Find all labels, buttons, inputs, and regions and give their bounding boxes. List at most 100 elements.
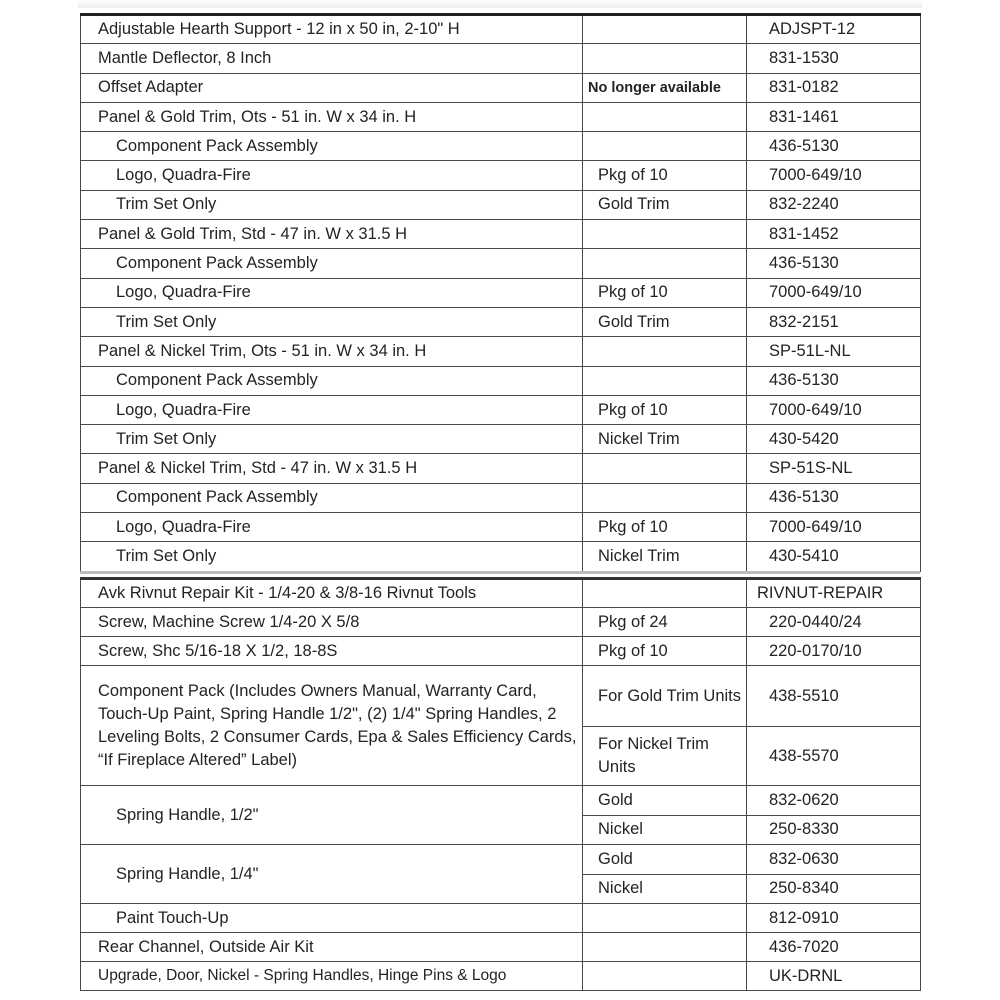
table-row: Nickel 250-8330: [81, 814, 921, 845]
item-description: Spring Handle, 1/2": [80, 785, 583, 845]
part-number: 438-5570: [746, 726, 921, 786]
part-number: UK-DRNL: [746, 961, 921, 991]
item-description: Avk Rivnut Repair Kit - 1/4-20 & 3/8-16 …: [80, 578, 583, 608]
item-note: Nickel Trim: [582, 541, 747, 572]
part-number: 832-2151: [746, 306, 921, 338]
item-description: Panel & Nickel Trim, Std - 47 in. W x 31…: [80, 453, 583, 484]
item-description: Panel & Gold Trim, Std - 47 in. W x 31.5…: [80, 219, 583, 250]
page-top-edge: [78, 0, 922, 8]
item-note: For Nickel Trim Units: [582, 726, 747, 786]
item-description: Offset Adapter: [80, 72, 583, 103]
part-number: 7000-649/10: [746, 160, 921, 191]
table-row: Mantle Deflector, 8 Inch 831-1530: [80, 43, 921, 74]
table-row: Offset Adapter No longer available 831-018…: [80, 72, 921, 103]
item-description: Trim Set Only: [80, 189, 583, 221]
item-note: [582, 43, 747, 74]
table-row: Paint Touch-Up 812-0910: [80, 903, 921, 933]
part-number: SP-51L-NL: [746, 336, 921, 367]
table-row: Component Pack Assembly 436-5130: [80, 248, 921, 279]
item-note: Pkg of 24: [582, 607, 747, 637]
part-number: 832-0620: [746, 785, 921, 816]
table-row: Avk Rivnut Repair Kit - 1/4-20 & 3/8-16 …: [80, 578, 921, 608]
item-description: Mantle Deflector, 8 Inch: [80, 43, 583, 74]
item-note: Gold Trim: [582, 189, 747, 221]
item-note: [582, 453, 747, 484]
item-description: Screw, Machine Screw 1/4-20 X 5/8: [80, 607, 583, 637]
table-row: Panel & Gold Trim, Ots - 51 in. W x 34 i…: [80, 101, 921, 133]
section-divider: [80, 571, 920, 574]
item-note: [582, 961, 747, 991]
table-row: Trim Set Only Gold Trim 832-2240: [80, 189, 921, 221]
table-row: Component Pack Assembly 436-5130: [80, 131, 921, 162]
part-number: 831-0182: [746, 72, 921, 103]
item-description: Logo, Quadra-Fire: [80, 160, 583, 191]
part-number: 430-5410: [746, 541, 921, 572]
item-description: Logo, Quadra-Fire: [80, 277, 583, 308]
item-note: Pkg of 10: [582, 277, 747, 308]
item-description: Paint Touch-Up: [80, 903, 583, 933]
item-note: Gold Trim: [582, 306, 747, 338]
table-row: Logo, Quadra-Fire Pkg of 10 7000-649/10: [80, 277, 921, 308]
part-number: RIVNUT-REPAIR: [746, 578, 921, 608]
item-note: Pkg of 10: [582, 512, 747, 543]
part-number: 831-1461: [746, 101, 921, 133]
item-note: [582, 336, 747, 367]
item-description: Component Pack (Includes Owners Manual, …: [80, 665, 583, 786]
parts-table-section-2: Avk Rivnut Repair Kit - 1/4-20 & 3/8-16 …: [80, 577, 921, 991]
item-note: Pkg of 10: [582, 160, 747, 191]
item-note: [582, 131, 747, 162]
item-description: Panel & Nickel Trim, Ots - 51 in. W x 34…: [80, 336, 583, 367]
table-row: Logo, Quadra-Fire Pkg of 10 7000-649/10: [80, 160, 921, 191]
item-description: Trim Set Only: [80, 424, 583, 455]
item-description: Rear Channel, Outside Air Kit: [80, 932, 583, 962]
part-number: 812-0910: [746, 903, 921, 933]
part-number: 7000-649/10: [746, 277, 921, 308]
item-note: [582, 248, 747, 279]
item-note: For Gold Trim Units: [582, 665, 747, 727]
part-number: 430-5420: [746, 424, 921, 455]
table-row: Component Pack (Includes Owners Manual, …: [80, 665, 921, 786]
item-description: Trim Set Only: [80, 306, 583, 338]
table-row: Component Pack Assembly 436-5130: [80, 482, 921, 514]
item-note: Nickel Trim: [582, 424, 747, 455]
item-note: [582, 578, 747, 608]
item-note: Nickel: [582, 873, 747, 904]
item-description: Panel & Gold Trim, Ots - 51 in. W x 34 i…: [80, 101, 583, 133]
table-row: Component Pack Assembly 436-5130: [80, 365, 921, 396]
table-row: Panel & Gold Trim, Std - 47 in. W x 31.5…: [80, 219, 921, 250]
item-note: Gold: [582, 785, 747, 816]
item-description: Screw, Shc 5/16-18 X 1/2, 18-8S: [80, 636, 583, 666]
part-number: 250-8340: [746, 873, 921, 904]
item-description: Component Pack Assembly: [80, 248, 583, 279]
table-row: Panel & Nickel Trim, Std - 47 in. W x 31…: [80, 453, 921, 484]
part-number: 438-5510: [746, 665, 921, 727]
table-row: Trim Set Only Nickel Trim 430-5420: [80, 424, 921, 455]
parts-table-section-1: Adjustable Hearth Support - 12 in x 50 i…: [80, 13, 921, 572]
part-number: 436-5130: [746, 482, 921, 514]
item-note: [582, 365, 747, 396]
part-number: ADJSPT-12: [746, 13, 921, 45]
item-description: Spring Handle, 1/4": [80, 844, 583, 904]
item-description: Trim Set Only: [80, 541, 583, 572]
item-note: Pkg of 10: [582, 636, 747, 666]
table-row: Screw, Shc 5/16-18 X 1/2, 18-8S Pkg of 1…: [80, 636, 921, 666]
item-note: Pkg of 10: [582, 394, 747, 426]
item-description: Logo, Quadra-Fire: [80, 394, 583, 426]
item-note: [582, 903, 747, 933]
item-description: Logo, Quadra-Fire: [80, 512, 583, 543]
table-row: Logo, Quadra-Fire Pkg of 10 7000-649/10: [80, 394, 921, 426]
table-row: Trim Set Only Nickel Trim 430-5410: [80, 541, 921, 572]
item-note: [582, 219, 747, 250]
part-number: 220-0170/10: [746, 636, 921, 666]
part-number: 436-5130: [746, 248, 921, 279]
item-note: No longer available: [582, 72, 747, 103]
table-row: For Nickel Trim Units 438-5570: [81, 726, 921, 786]
item-description: Adjustable Hearth Support - 12 in x 50 i…: [80, 13, 583, 45]
part-number: 250-8330: [746, 814, 921, 845]
table-row: Rear Channel, Outside Air Kit 436-7020: [80, 932, 921, 962]
table-row: Adjustable Hearth Support - 12 in x 50 i…: [80, 13, 921, 45]
part-number: 831-1452: [746, 219, 921, 250]
item-description: Component Pack Assembly: [80, 482, 583, 514]
part-number: 832-0630: [746, 844, 921, 875]
table-row: Spring Handle, 1/2" Gold 832-0620: [80, 785, 921, 845]
